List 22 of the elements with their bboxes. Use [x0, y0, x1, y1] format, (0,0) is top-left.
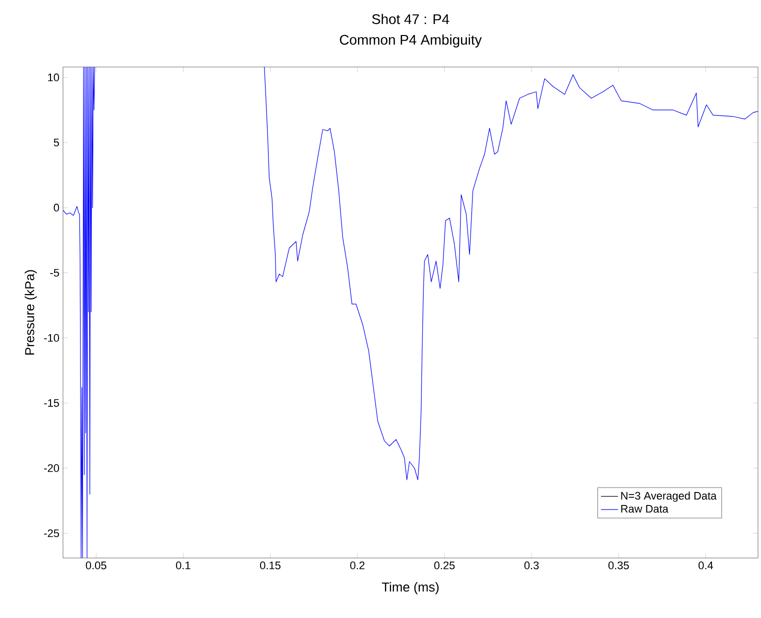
chart-title: Shot 47 : P4 — [372, 14, 450, 24]
y-tick-label: 5 — [54, 138, 60, 146]
x-tick-label: 0.4 — [698, 562, 714, 570]
y-tick-label: -5 — [50, 268, 60, 277]
x-tick-label: 0.15 — [260, 562, 280, 570]
y-tick-label: -15 — [44, 399, 60, 407]
legend-label: Raw Data — [621, 505, 668, 513]
x-tick-label: 0.1 — [176, 562, 190, 570]
chart-subtitle: Common P4 Ambiguity — [340, 34, 482, 48]
y-tick-label: 10 — [48, 74, 60, 82]
legend-label: N=3 Averaged Data — [621, 492, 717, 502]
x-tick-label: 0.2 — [350, 562, 364, 570]
y-tick-label: -25 — [44, 529, 60, 538]
x-tick-label: 0.25 — [434, 562, 455, 570]
y-tick-label: -10 — [44, 334, 60, 342]
y-axis-title: Pressure (kPa) — [24, 270, 37, 355]
y-tick-label: 0 — [54, 204, 60, 212]
x-tick-label: 0.3 — [524, 562, 539, 570]
y-tick-label: -20 — [44, 464, 60, 472]
x-axis-title: Time (ms) — [382, 582, 439, 594]
x-tick-label: 0.35 — [608, 562, 629, 570]
x-tick-label: 0.05 — [86, 562, 106, 570]
